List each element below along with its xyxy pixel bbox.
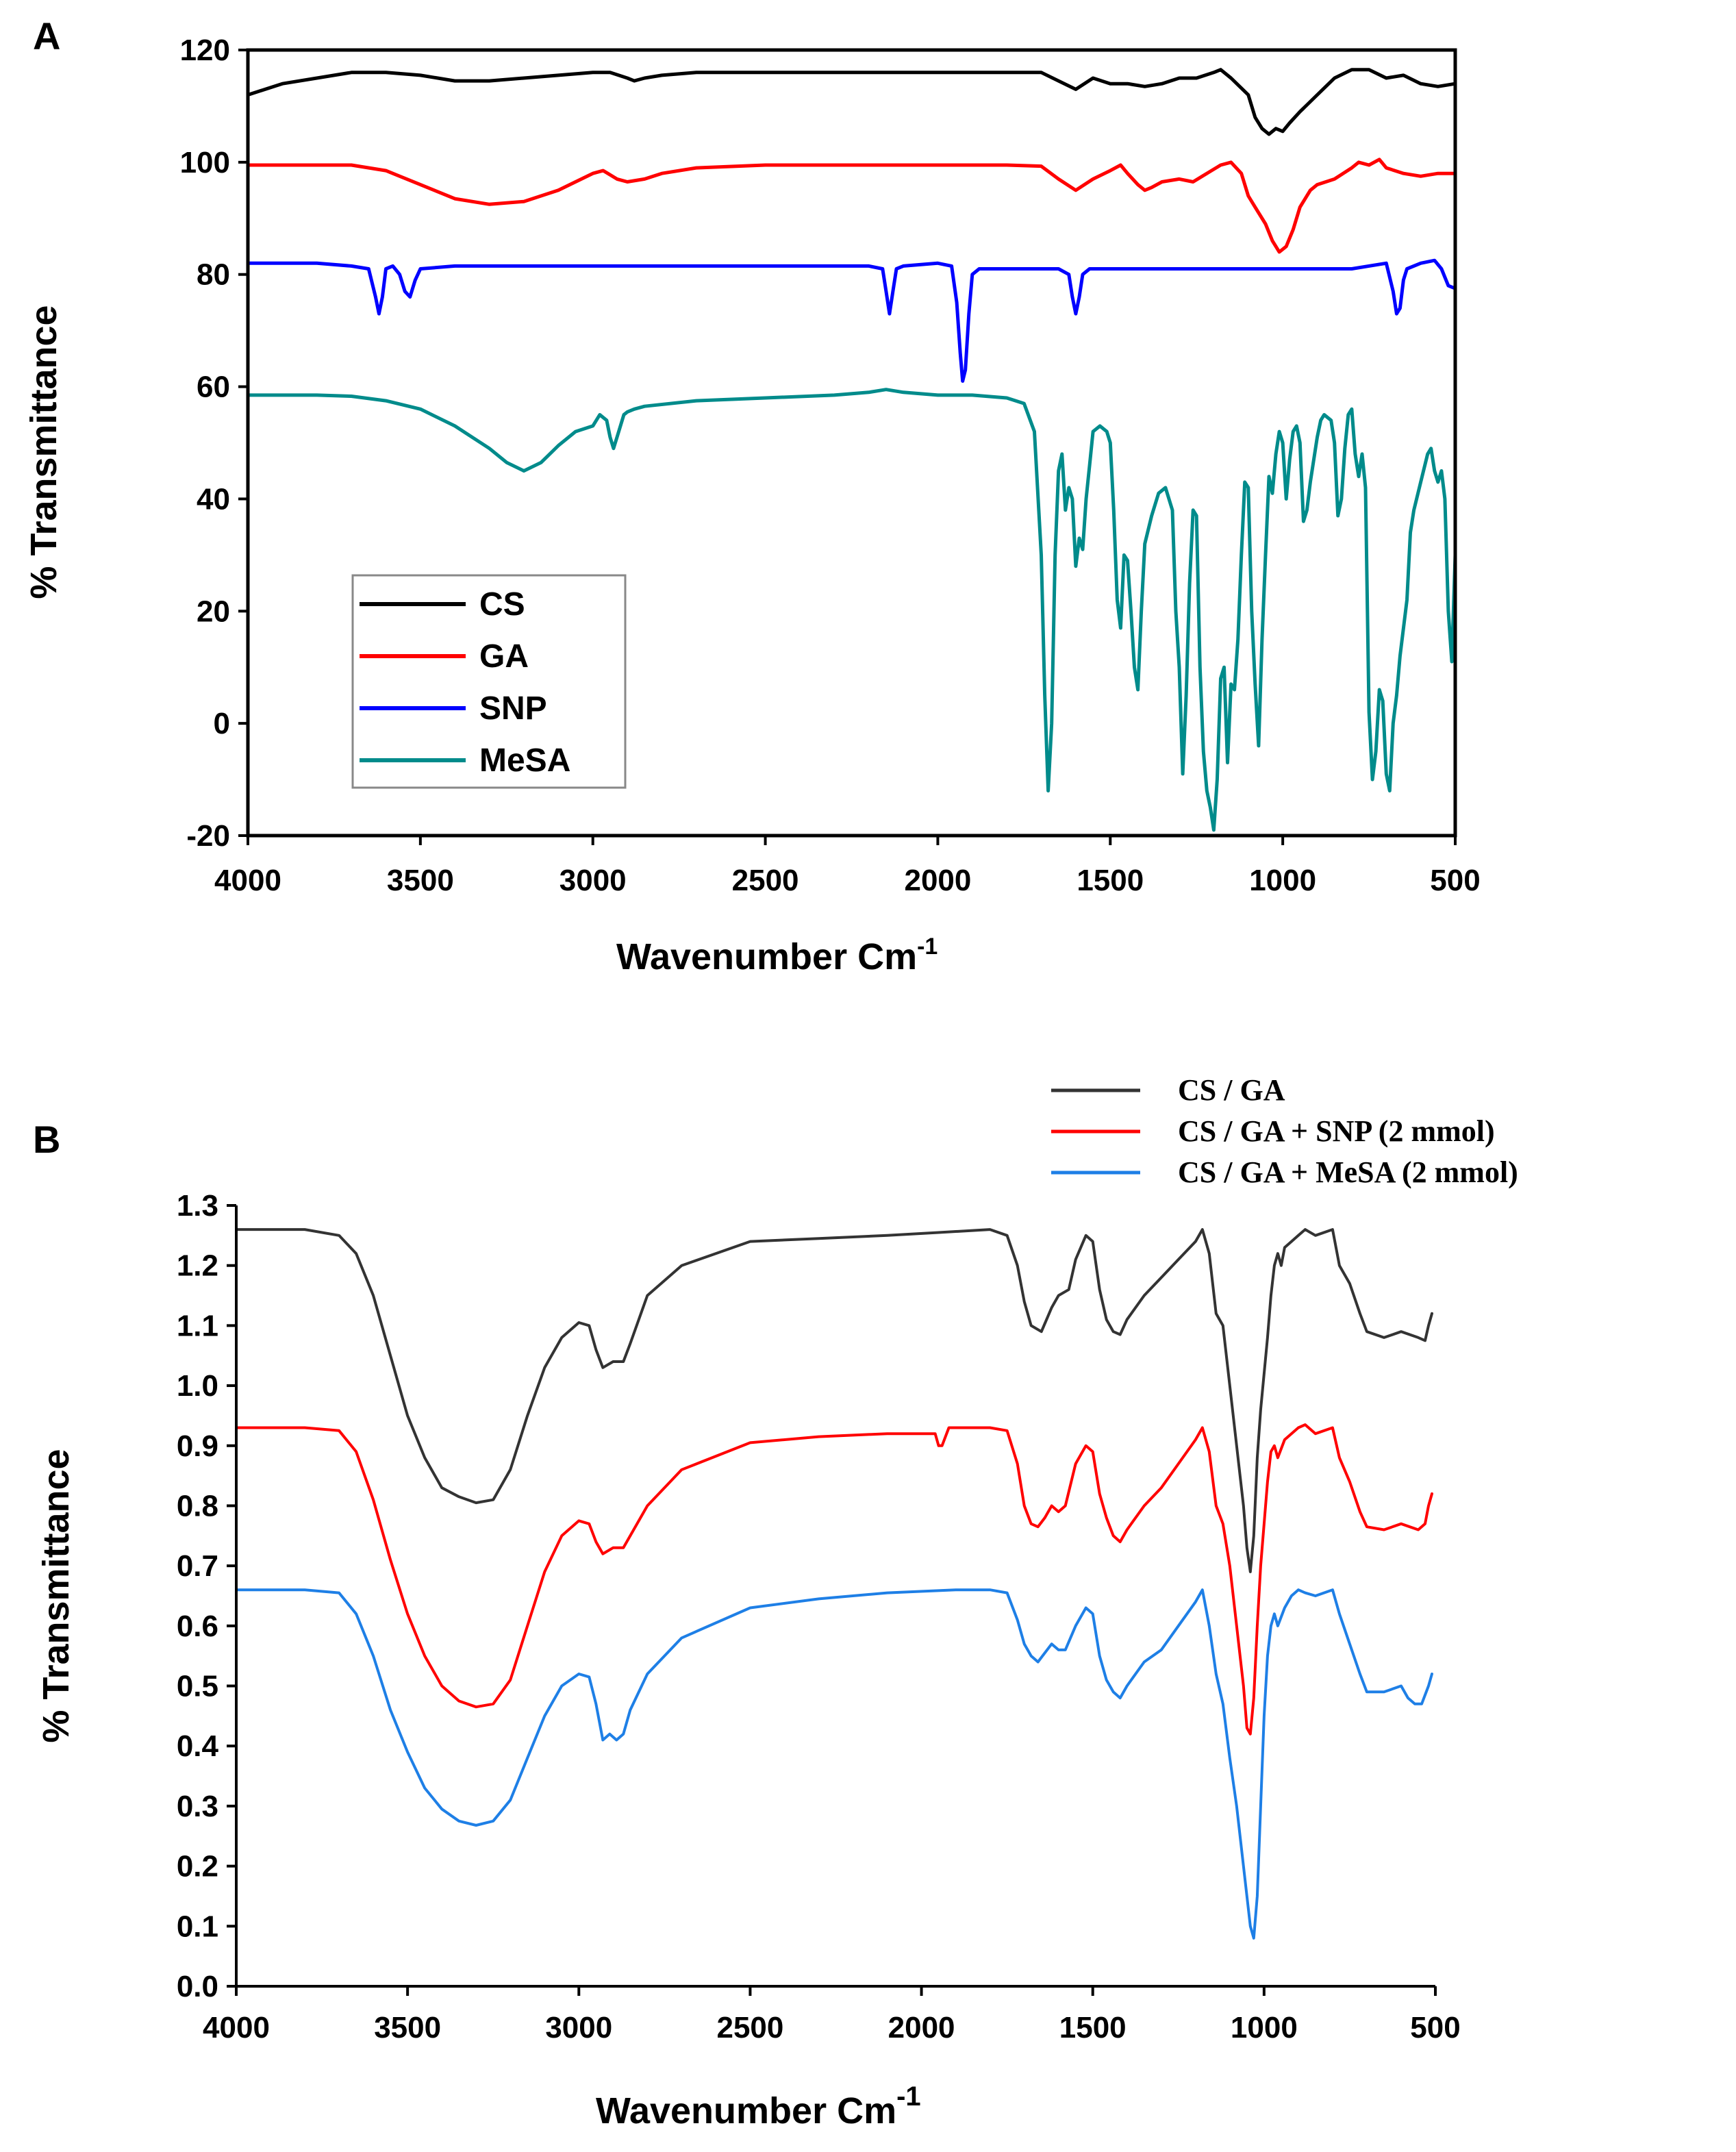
panel-a-x-axis-label: Wavenumber Cm-1 bbox=[616, 934, 938, 977]
panel-b-y-tick-label: 0.1 bbox=[177, 1910, 218, 1943]
panel-a-x-ticks: 4000 3500 3000 2500 2000 1500 1000 500 bbox=[214, 836, 1481, 897]
panel-a-y-tick-label: 80 bbox=[197, 258, 230, 292]
panel-a-y-tick-label: 120 bbox=[180, 34, 230, 67]
panel-b-y-ticks: 0.0 0.1 0.2 0.3 0.4 0.5 0.6 0.7 0.8 0.9 1.0 1.1 1.2 1… bbox=[177, 1189, 236, 2003]
panel-b-y-tick-label: 0.9 bbox=[177, 1429, 218, 1463]
legend-label-cs-ga: CS / GA bbox=[1178, 1073, 1285, 1107]
panel-b-x-ticks: 4000 3500 3000 2500 2000 1500 1000 500 bbox=[203, 1986, 1461, 2044]
legend-label-cs: CS bbox=[479, 586, 525, 623]
panel-b-y-tick-label: 1.1 bbox=[177, 1309, 218, 1342]
panel-b-x-tick-label: 3500 bbox=[374, 2011, 441, 2044]
panel-b-series-cs-ga-mesa-2-mmol bbox=[235, 1588, 1433, 1940]
panel-b-y-tick-label: 0.4 bbox=[177, 1729, 219, 1763]
panel-b-y-tick-label: 1.2 bbox=[177, 1249, 218, 1283]
panel-a-x-tick-label: 2500 bbox=[732, 864, 799, 897]
panel-a: A -20 0 20 40 60 80 100 120 4000 3500 3000 2500 200… bbox=[23, 14, 1481, 977]
legend-label-cs-ga-mesa: CS / GA + MeSA (2 mmol) bbox=[1178, 1155, 1518, 1189]
panel-a-series-snp bbox=[246, 258, 1457, 383]
panel-b-x-tick-label: 2000 bbox=[888, 2011, 955, 2044]
panel-a-y-tick-label: 60 bbox=[197, 371, 230, 404]
panel-a-y-tick-label: 100 bbox=[180, 146, 230, 179]
panel-b-x-tick-label: 1000 bbox=[1231, 2011, 1298, 2044]
panel-a-y-tick-label: 20 bbox=[197, 595, 230, 628]
panel-b-x-tick-label: 3000 bbox=[545, 2011, 612, 2044]
panel-b-y-tick-label: 0.8 bbox=[177, 1489, 218, 1523]
panel-a-y-tick-label: 40 bbox=[197, 482, 230, 516]
panel-a-y-tick-label: -20 bbox=[186, 819, 230, 853]
panel-a-y-axis-label: % Transmittance bbox=[23, 305, 64, 599]
panel-b: B CS / GA CS / GA + SNP (2 mmol) CS / GA… bbox=[33, 1073, 1518, 2131]
panel-a-series-mesa bbox=[246, 388, 1457, 832]
panel-a-x-tick-label: 2000 bbox=[904, 864, 971, 897]
panel-a-y-ticks: -20 0 20 40 60 80 100 120 bbox=[180, 34, 248, 853]
panel-b-y-tick-label: 0.6 bbox=[177, 1610, 218, 1643]
legend-label-mesa: MeSA bbox=[479, 742, 570, 779]
panel-a-y-tick-label: 0 bbox=[214, 707, 230, 740]
legend-label-ga: GA bbox=[479, 638, 529, 675]
panel-b-series-cs-ga bbox=[235, 1228, 1433, 1573]
panel-b-y-tick-label: 0.7 bbox=[177, 1549, 218, 1583]
panel-b-y-tick-label: 0.2 bbox=[177, 1850, 218, 1884]
panel-a-frame bbox=[246, 48, 1457, 838]
panel-b-y-tick-label: 1.0 bbox=[177, 1369, 218, 1403]
panel-b-x-tick-label: 2500 bbox=[716, 2011, 783, 2044]
panel-b-y-tick-label: 0.3 bbox=[177, 1790, 218, 1823]
panel-a-series-cs bbox=[246, 68, 1457, 136]
panel-a-x-tick-label: 3500 bbox=[387, 864, 454, 897]
panel-a-x-tick-label: 1500 bbox=[1077, 864, 1144, 897]
panel-a-series-ga bbox=[246, 158, 1457, 254]
panel-b-y-tick-label: 0.5 bbox=[177, 1670, 218, 1703]
panel-a-x-tick-label: 3000 bbox=[559, 864, 627, 897]
panel-b-y-axis-label: % Transmittance bbox=[36, 1449, 77, 1742]
panel-a-legend-box bbox=[351, 574, 627, 789]
panel-a-letter: A bbox=[33, 14, 60, 58]
panel-b-legend: CS / GA CS / GA + SNP (2 mmol) CS / GA +… bbox=[1051, 1073, 1518, 1189]
panel-b-x-tick-label: 1500 bbox=[1059, 2011, 1127, 2044]
panel-b-series-cs-ga-snp-2-mmol bbox=[235, 1423, 1433, 1736]
panel-a-legend: CS GA SNP MeSA bbox=[351, 574, 627, 789]
panel-b-y-tick-label: 1.3 bbox=[177, 1189, 218, 1223]
panel-b-x-tick-label: 4000 bbox=[203, 2011, 270, 2044]
legend-label-snp: SNP bbox=[479, 690, 547, 727]
panel-b-x-tick-label: 500 bbox=[1410, 2011, 1460, 2044]
legend-label-cs-ga-snp: CS / GA + SNP (2 mmol) bbox=[1178, 1114, 1495, 1148]
panel-a-x-tick-label: 4000 bbox=[214, 864, 281, 897]
panel-a-x-tick-label: 500 bbox=[1430, 864, 1480, 897]
panel-b-curves bbox=[235, 1228, 1433, 1940]
panel-b-letter: B bbox=[33, 1118, 60, 1161]
panel-b-x-axis-label: Wavenumber Cm-1 bbox=[596, 2081, 921, 2131]
panel-b-y-tick-label: 0.0 bbox=[177, 1970, 218, 2003]
panel-a-curves bbox=[246, 68, 1457, 832]
panel-a-x-tick-label: 1000 bbox=[1249, 864, 1316, 897]
